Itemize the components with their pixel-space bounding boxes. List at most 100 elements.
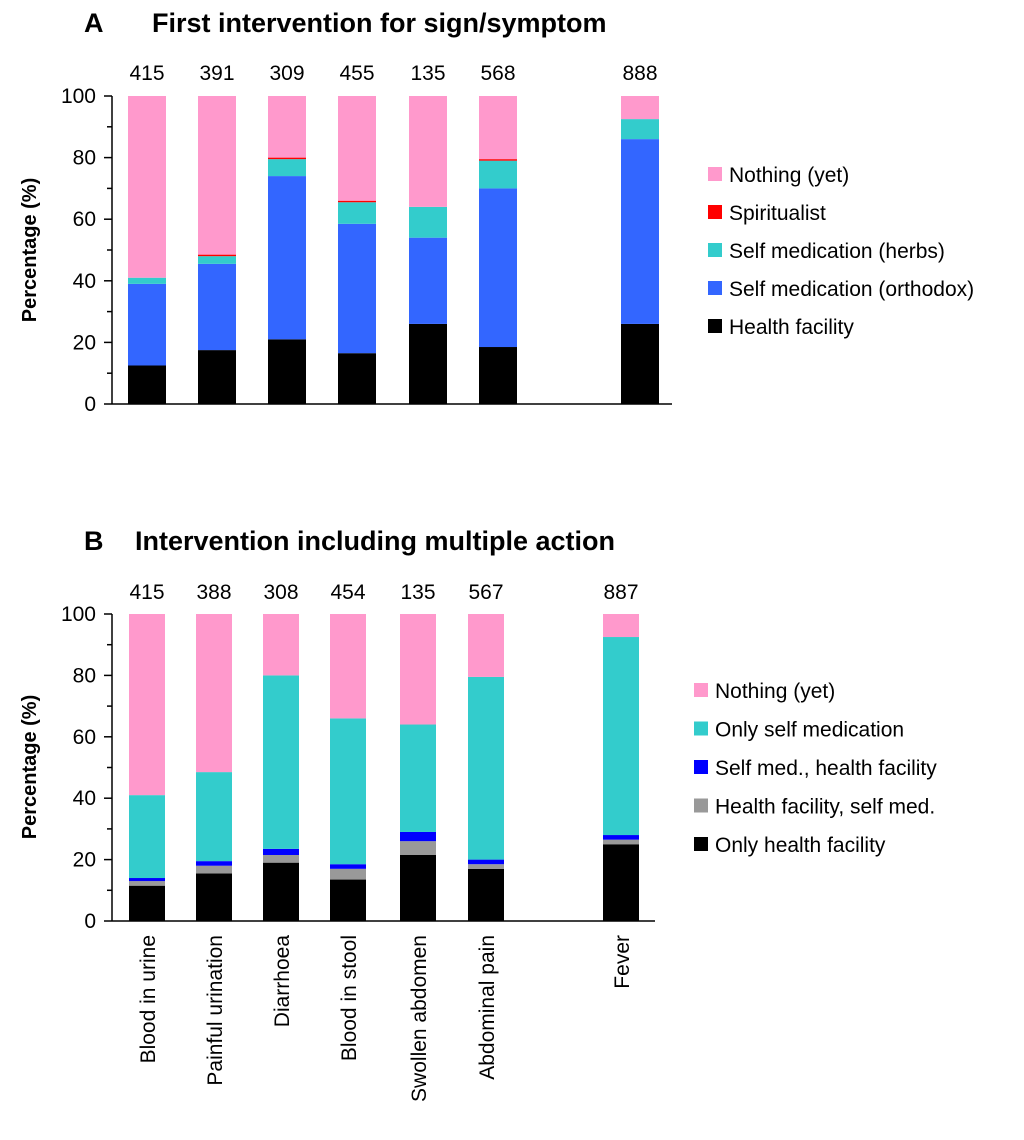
panel-a-bar-painful-urination-spiritualist [198, 254, 236, 257]
panel-a-bar-fever-health-facility [621, 323, 659, 404]
panel-a-legend-swatch-health-facility [708, 319, 722, 333]
panel-a-chart: A First intervention for sign/symptom Pe… [19, 8, 974, 416]
panel-b-count-painful-urination: 388 [196, 581, 231, 604]
panel-a-y-tick-label-80: 80 [73, 147, 96, 170]
category-label-swollen-abdomen: Swollen abdomen [408, 935, 431, 1102]
panel-b-bar-fever-nothing-yet [603, 614, 639, 638]
panel-a-bar-blood-in-stool-self-medication-herbs [338, 202, 376, 224]
panel-b-count-diarrhoea: 308 [263, 581, 298, 604]
panel-a-bar-blood-in-stool-spiritualist [338, 200, 376, 203]
panel-a-letter: A [84, 8, 104, 38]
panel-a-bar-abdominal-pain-self-medication-orthodox [479, 188, 517, 348]
panel-b-bar-blood-in-urine-only-health-facility [129, 885, 165, 921]
panel-a-bar-swollen-abdomen-health-facility [409, 323, 447, 404]
panel-b-bar-blood-in-stool-only-health-facility [330, 879, 366, 921]
panel-a-y-tick-label-40: 40 [73, 270, 96, 293]
panel-a-y-tick-label-20: 20 [73, 331, 96, 354]
panel-b-count-swollen-abdomen: 135 [400, 581, 435, 604]
panel-a-bar-fever-self-medication-orthodox [621, 139, 659, 324]
panel-b-bar-abdominal-pain-only-self-medication [468, 676, 504, 860]
category-label-blood-in-stool: Blood in stool [338, 935, 361, 1061]
panel-a-bar-painful-urination-self-medication-herbs [198, 256, 236, 264]
panel-a-y-tick-label-100: 100 [61, 85, 96, 108]
panel-b-bar-blood-in-urine-nothing-yet [129, 614, 165, 796]
panel-a-legend-swatch-spiritualist [708, 205, 722, 219]
panel-a-bar-painful-urination-nothing-yet [198, 96, 236, 255]
panel-b-y-tick-label-60: 60 [73, 726, 96, 749]
panel-b-count-blood-in-urine: 415 [129, 581, 164, 604]
panel-a-count-abdominal-pain: 568 [480, 62, 515, 85]
panel-b-bar-blood-in-stool-health-facility-self-med [330, 868, 366, 880]
panel-a-legend-swatch-self-medication-orthodox [708, 281, 722, 295]
category-label-diarrhoea: Diarrhoea [271, 935, 294, 1028]
panel-a-bar-diarrhoea-self-medication-herbs [268, 159, 306, 177]
panel-a-count-swollen-abdomen: 135 [410, 62, 445, 85]
panel-b-marks: 0 20 40 60 80 100 415 388 308 454 135 567 887 Nothing… [61, 581, 937, 933]
panel-b-legend-label-health-facility-self-med: Health facility, self med. [715, 796, 935, 819]
panel-a-marks: 0 20 40 60 80 100 415 391 309 455 135 568 888 Nothing… [61, 62, 974, 416]
panel-b-bar-painful-urination-nothing-yet [196, 614, 232, 773]
panel-a-count-fever: 888 [622, 62, 657, 85]
panel-b-legend-label-only-self-medication: Only self medication [715, 719, 904, 742]
panel-a-bar-swollen-abdomen-self-medication-orthodox [409, 237, 447, 324]
panel-b-bar-diarrhoea-self-med-health-facility [263, 848, 299, 855]
panel-a-bar-blood-in-urine-self-medication-orthodox [128, 283, 166, 366]
panel-b-y-tick-label-100: 100 [61, 603, 96, 626]
panel-a-bar-abdominal-pain-health-facility [479, 347, 517, 404]
panel-b-bar-fever-health-facility-self-med [603, 839, 639, 845]
panel-a-bar-swollen-abdomen-self-medication-herbs [409, 206, 447, 238]
panel-b-bar-swollen-abdomen-nothing-yet [400, 614, 436, 725]
panel-b-bar-blood-in-urine-only-self-medication [129, 795, 165, 879]
panel-a-bar-diarrhoea-self-medication-orthodox [268, 176, 306, 340]
panel-b-title: Intervention including multiple action [135, 526, 615, 556]
panel-a-legend-label-self-medication-orthodox: Self medication (orthodox) [729, 278, 974, 301]
panel-a-legend-label-self-medication-herbs: Self medication (herbs) [729, 240, 945, 263]
panel-b-count-fever: 887 [603, 581, 638, 604]
panel-b-bar-painful-urination-only-self-medication [196, 772, 232, 862]
panel-a-bar-painful-urination-health-facility [198, 350, 236, 404]
panel-b-bar-painful-urination-self-med-health-facility [196, 861, 232, 866]
panel-b-bar-blood-in-stool-self-med-health-facility [330, 864, 366, 869]
panel-b-y-tick-label-40: 40 [73, 787, 96, 810]
panel-a-bar-painful-urination-self-medication-orthodox [198, 263, 236, 351]
panel-b-bar-abdominal-pain-self-med-health-facility [468, 859, 504, 865]
panel-b-bar-diarrhoea-only-self-medication [263, 675, 299, 849]
panel-a-legend-swatch-nothing-yet [708, 167, 722, 181]
panel-a-y-tick-label-0: 0 [84, 393, 96, 416]
panel-a-y-axis-title: Percentage (%) [19, 178, 41, 323]
panel-a-bar-blood-in-stool-self-medication-orthodox [338, 223, 376, 354]
panel-b-legend-swatch-only-health-facility [694, 837, 708, 851]
panel-a-bar-swollen-abdomen-nothing-yet [409, 96, 447, 207]
panel-a-bar-fever-self-medication-herbs [621, 119, 659, 140]
panel-a-legend-label-health-facility: Health facility [729, 316, 854, 339]
panel-a-count-diarrhoea: 309 [269, 62, 304, 85]
panel-a-bar-blood-in-stool-health-facility [338, 353, 376, 404]
category-label-blood-in-urine: Blood in urine [137, 935, 160, 1063]
panel-b-legend-swatch-nothing-yet [694, 683, 708, 697]
panel-a-count-painful-urination: 391 [199, 62, 234, 85]
panel-a-count-blood-in-stool: 455 [339, 62, 374, 85]
panel-b-bar-fever-only-self-medication [603, 637, 639, 836]
panel-b-legend-label-only-health-facility: Only health facility [715, 834, 886, 857]
category-label-abdominal-pain: Abdominal pain [476, 935, 499, 1080]
panel-b-bar-blood-in-stool-only-self-medication [330, 718, 366, 865]
panel-b-bar-diarrhoea-only-health-facility [263, 862, 299, 921]
panel-a-bar-blood-in-stool-nothing-yet [338, 96, 376, 201]
panel-b-bar-blood-in-urine-self-med-health-facility [129, 878, 165, 882]
panel-b-y-axis-title: Percentage (%) [19, 695, 41, 840]
panel-b-bar-painful-urination-health-facility-self-med [196, 865, 232, 874]
panel-b-legend-label-self-med-health-facility: Self med., health facility [715, 757, 937, 780]
panel-a-bar-blood-in-urine-self-medication-herbs [128, 277, 166, 284]
panel-b-y-tick-label-20: 20 [73, 849, 96, 872]
panel-a-bar-abdominal-pain-nothing-yet [479, 96, 517, 160]
panel-b-bar-abdominal-pain-nothing-yet [468, 614, 504, 677]
panel-a-legend-label-spiritualist: Spiritualist [729, 202, 826, 225]
panel-b-chart: B Intervention including multiple action… [19, 526, 937, 933]
panel-b-legend-swatch-only-self-medication [694, 721, 708, 736]
panel-a-y-tick-label-60: 60 [73, 208, 96, 231]
panel-a-bar-blood-in-urine-health-facility [128, 365, 166, 404]
panel-b-bar-swollen-abdomen-only-self-medication [400, 724, 436, 832]
category-label-painful-urination: Painful urination [204, 935, 227, 1086]
panel-b-bar-fever-self-med-health-facility [603, 835, 639, 840]
